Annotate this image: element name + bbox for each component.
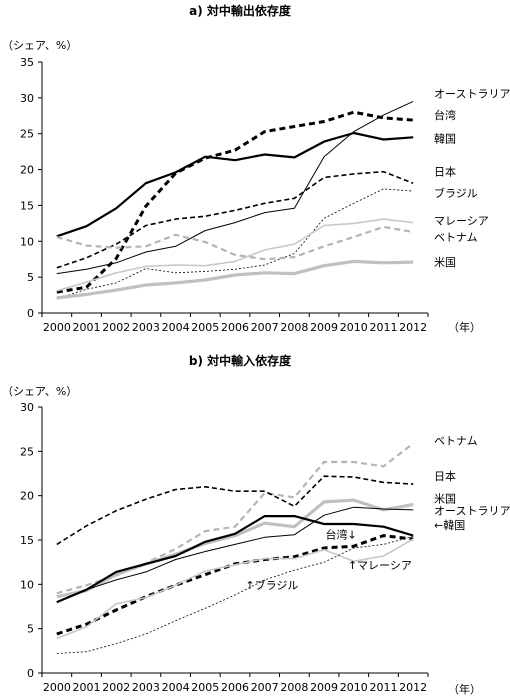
chart-a-y-tick-label: 0 xyxy=(27,307,34,320)
chart-a-series-line xyxy=(56,188,414,300)
chart-b-x-tick-label: 2009 xyxy=(310,681,338,694)
chart-a-y-tick-label: 5 xyxy=(27,271,34,284)
chart-b-y-tick-label: 30 xyxy=(20,401,34,414)
chart-a-x-tick-label: 2001 xyxy=(73,321,101,334)
chart-b-series-line xyxy=(56,538,414,640)
chart-b-y-tick-label: 15 xyxy=(20,534,34,547)
chart-a-series-label: ベトナム xyxy=(434,231,478,244)
chart-b-series-line xyxy=(56,475,414,546)
chart-a-y-tick-label: 30 xyxy=(20,92,34,105)
chart-a-x-tick-label: 2011 xyxy=(369,321,397,334)
chart-a-series-line xyxy=(56,170,414,269)
chart-b-ylabel: （シェア、%） xyxy=(2,385,77,398)
chart-a-x-tick-label: 2012 xyxy=(399,321,427,334)
chart-b-annotation: 台湾↓ xyxy=(326,528,357,542)
chart-b-series-line xyxy=(56,498,414,599)
chart-a-x-tick-label: 2005 xyxy=(191,321,219,334)
chart-b-x-tick-label: 2012 xyxy=(399,681,427,694)
chart-a-x-tick-label: 2003 xyxy=(132,321,160,334)
chart-b-y-tick-label: 20 xyxy=(20,490,34,503)
chart-a-series-label: 米国 xyxy=(434,256,456,269)
chart-b-x-tick-label: 2005 xyxy=(191,681,219,694)
chart-a-series-label: 日本 xyxy=(434,165,456,179)
chart-a-x-tick-label: 2006 xyxy=(221,321,249,334)
chart-a-series-line xyxy=(56,218,414,292)
chart-b-x-tick-label: 2001 xyxy=(73,681,101,694)
chart-a-series-line xyxy=(56,110,414,294)
chart-a-y-tick-label: 20 xyxy=(20,164,34,177)
chart-a-series-line xyxy=(56,100,414,275)
chart-b-x-tick-label: 2008 xyxy=(280,681,308,694)
chart-a-series-line xyxy=(56,225,414,261)
chart-a-x-tick-label: 2002 xyxy=(102,321,130,334)
chart-b-plot: 0 5 10 15 20 25 30 2000 2001 2002 2003 2004 2005 2006… xyxy=(20,401,510,694)
chart-a-x-tick-label: 2004 xyxy=(162,321,190,334)
chart-b-series-line xyxy=(56,514,414,604)
chart-b-y-tick-label: 5 xyxy=(27,623,34,636)
chart-a-ylabel: （シェア、%） xyxy=(2,39,77,52)
chart-a-x-tick-label: 2000 xyxy=(43,321,71,334)
chart-a-y-tick-label: 35 xyxy=(20,56,34,69)
chart-a-series-label: マレーシア xyxy=(434,214,489,227)
chart-b-x-tick-label: 2003 xyxy=(132,681,160,694)
chart-a-series-line xyxy=(56,259,414,300)
chart-a-x-tick-label: 2010 xyxy=(340,321,368,334)
chart-a-x-tick-label: 2009 xyxy=(310,321,338,334)
chart-b-series-label: ←韓国 xyxy=(434,519,465,532)
chart-a-y-tick-label: 10 xyxy=(20,235,34,248)
chart-a-series-line xyxy=(56,131,414,238)
chart-b-x-tick-label: 2002 xyxy=(102,681,130,694)
chart-a-series-label: 韓国 xyxy=(434,133,456,146)
chart-a-title: a) 対中輸出依存度 xyxy=(189,3,292,18)
chart-b-series-label: ベトナム xyxy=(434,435,478,448)
chart-b-x-tick-label: 2007 xyxy=(251,681,279,694)
chart-a-series-label: オーストラリア xyxy=(434,88,510,101)
chart-b-x-tick-label: 2004 xyxy=(162,681,190,694)
chart-b-series-line xyxy=(56,506,414,603)
chart-a-y-tick-label: 15 xyxy=(20,199,34,212)
chart-b-annotation: ↑マレーシア xyxy=(348,559,412,572)
chart-b-x-tick-label: 2010 xyxy=(340,681,368,694)
chart-b-x-tick-label: 2011 xyxy=(369,681,397,694)
chart-b-y-tick-label: 10 xyxy=(20,578,34,591)
chart-b-series-label: 米国 xyxy=(434,492,456,505)
chart-a-x-tick-label: 2007 xyxy=(251,321,279,334)
chart-a-series-label: ブラジル xyxy=(434,186,478,200)
chart-a-y-tick-label: 25 xyxy=(20,128,34,141)
chart-b-x-tick-label: 2006 xyxy=(221,681,249,694)
chart-b-annotation: ↑ブラジル xyxy=(245,578,298,592)
chart-b-series-label: オーストラリア xyxy=(434,505,510,518)
chart-a-x-tick-label: 2008 xyxy=(280,321,308,334)
chart-b-y-tick-label: 25 xyxy=(20,445,34,458)
chart-a-series-label: 台湾 xyxy=(434,108,456,122)
chart-b-x-tick-label: 2000 xyxy=(43,681,71,694)
chart-b-title: b) 対中輸入依存度 xyxy=(189,353,292,368)
chart-b-series-line xyxy=(56,534,414,636)
chart-b-series-label: 日本 xyxy=(434,469,456,483)
chart-b-xunit: （年） xyxy=(448,682,481,696)
chart-b-y-tick-label: 0 xyxy=(27,667,34,680)
chart-b-series-line xyxy=(56,536,414,654)
chart-a-xunit: （年） xyxy=(448,320,481,334)
